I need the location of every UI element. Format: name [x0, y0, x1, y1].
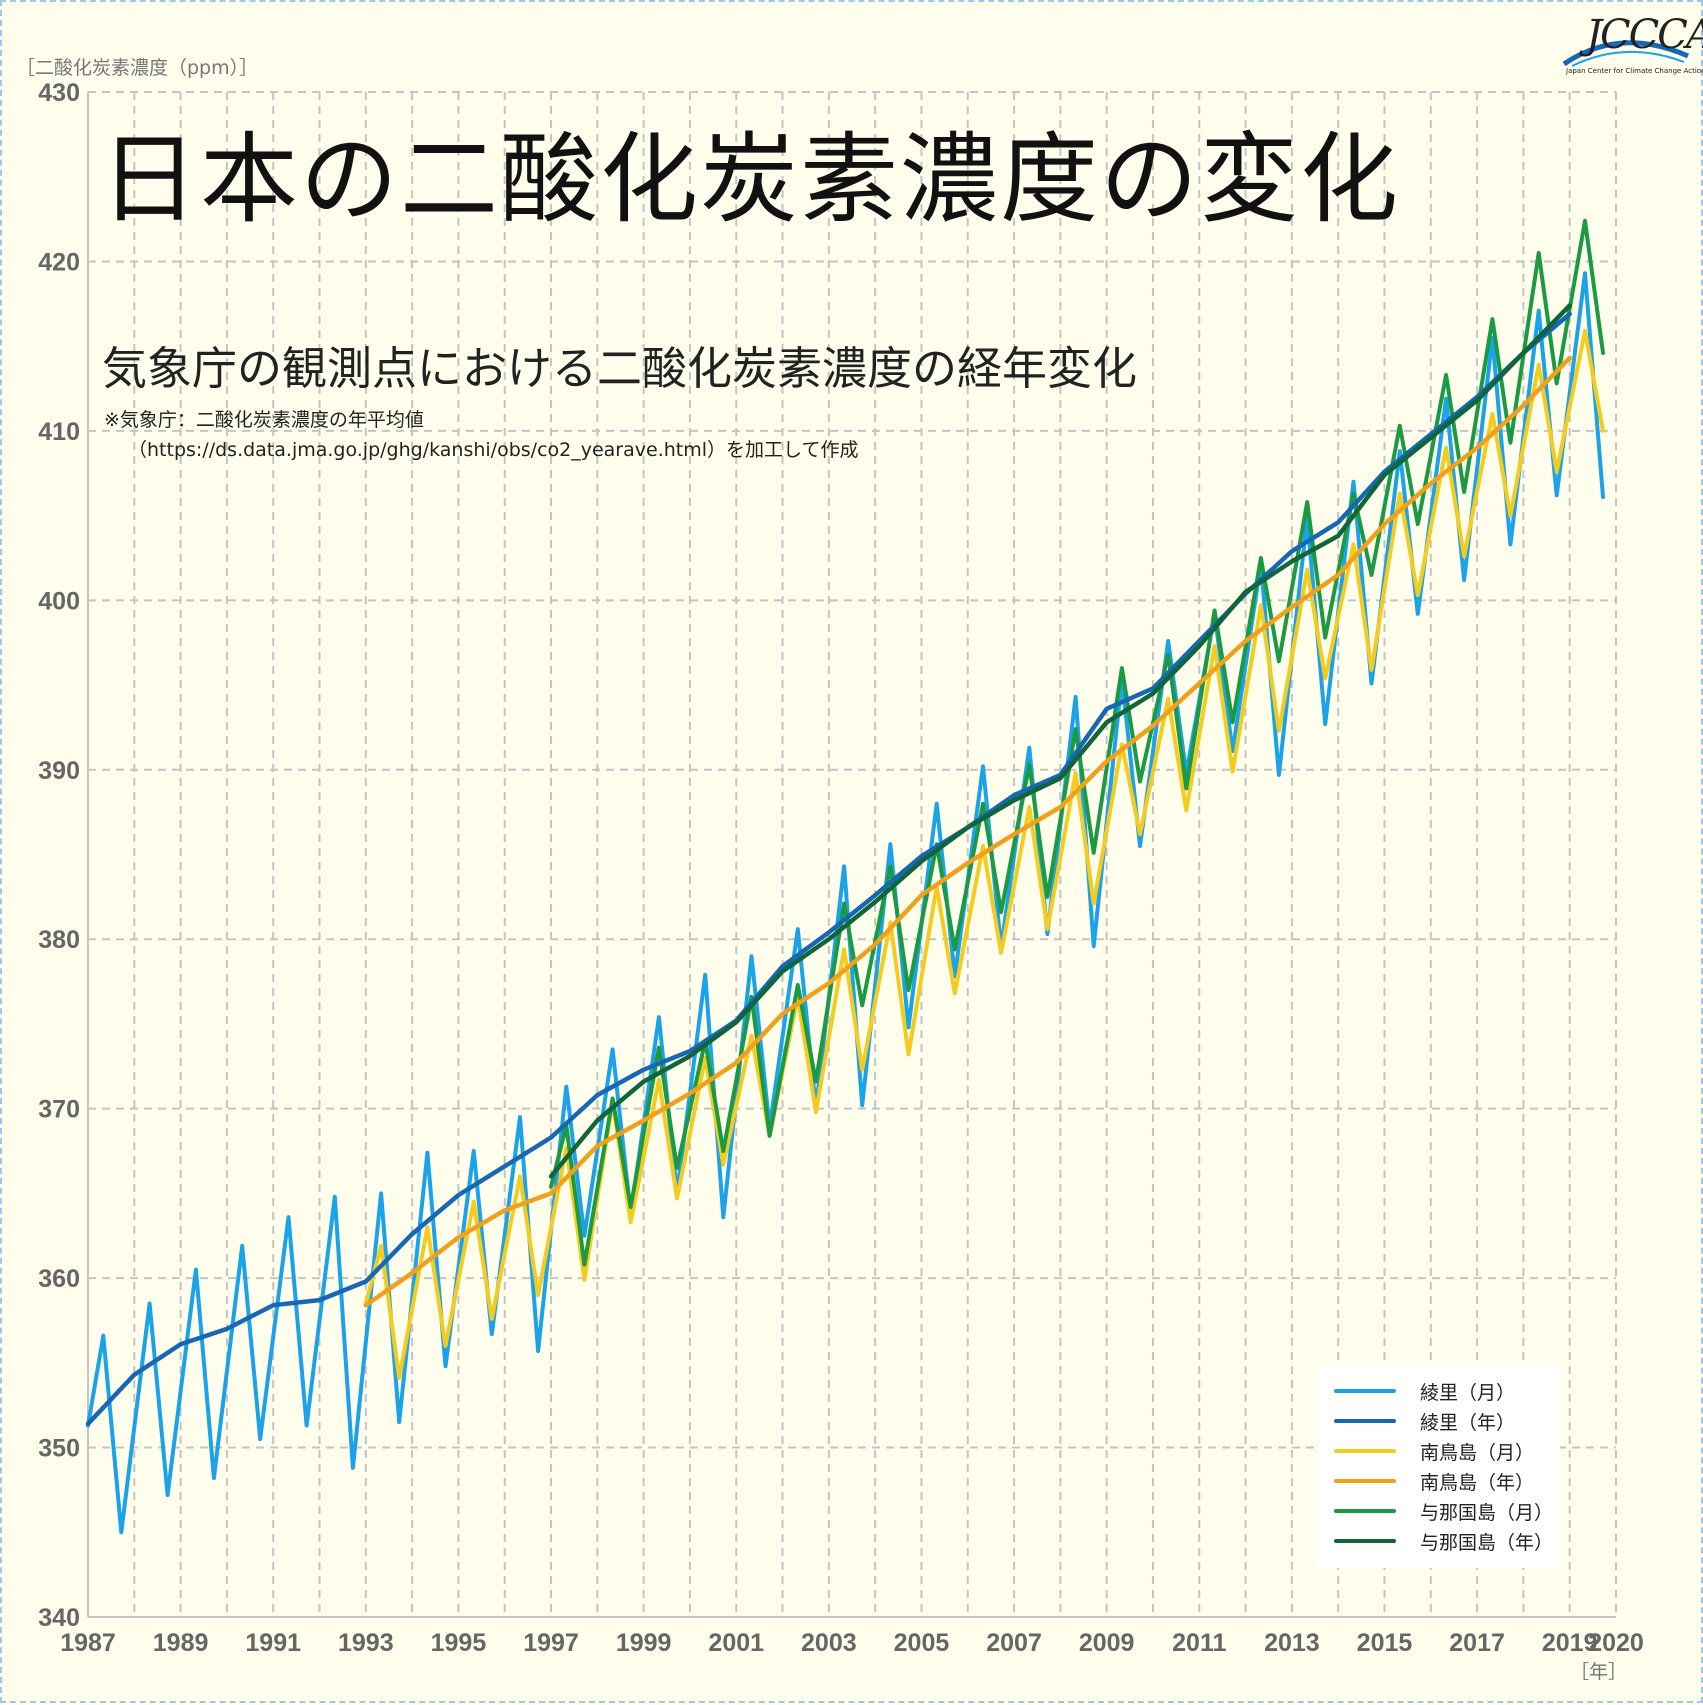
x-tick-label: 2007 [986, 1629, 1042, 1657]
legend-swatch [1334, 1509, 1396, 1513]
x-tick-label: 1989 [153, 1629, 209, 1657]
legend-label: 南鳥島（年） [1420, 1471, 1535, 1494]
legend-label: 与那国島（月） [1420, 1501, 1554, 1524]
source-note-line: ※気象庁：二酸化炭素濃度の年平均値 [104, 409, 424, 431]
legend-swatch [1334, 1449, 1396, 1453]
x-tick-label: 1997 [523, 1629, 579, 1657]
x-tick-label: 1991 [245, 1629, 301, 1657]
legend-item: 南鳥島（年） [1318, 1466, 1560, 1496]
x-tick-label: 2015 [1357, 1629, 1413, 1657]
logo-swoosh-icon [1562, 40, 1690, 67]
chart-subtitle: 気象庁の観測点における二酸化炭素濃度の経年変化 [102, 342, 1138, 395]
jccca-logo: JCCCA Japan Center for Climate Change Ac… [1560, 12, 1703, 82]
legend-label: 南鳥島（月） [1420, 1441, 1535, 1464]
legend-swatch [1334, 1479, 1396, 1483]
legend-label: 与那国島（年） [1420, 1531, 1554, 1554]
y-tick-label: 410 [38, 418, 80, 446]
series-line [363, 355, 1572, 1308]
x-tick-label: 1987 [60, 1629, 116, 1657]
y-tick-label: 380 [38, 926, 80, 954]
x-tick-label: 2020 [1588, 1629, 1644, 1657]
x-tick-label: 1995 [431, 1629, 487, 1657]
x-tick-label: 1999 [616, 1629, 672, 1657]
x-tick-label: 2009 [1079, 1629, 1135, 1657]
x-tick-label: 2019 [1542, 1629, 1598, 1657]
x-tick-label: 1993 [338, 1629, 394, 1657]
legend-swatch [1334, 1539, 1396, 1543]
series-line [85, 311, 1572, 1427]
legend-item: 綾里（月） [1318, 1376, 1560, 1406]
legend-item: 与那国島（年） [1318, 1526, 1560, 1556]
series-line [548, 303, 1572, 1179]
y-tick-label: 340 [38, 1604, 80, 1632]
source-note: ※気象庁：二酸化炭素濃度の年平均値 （https://ds.data.jma.g… [104, 405, 858, 465]
x-tick-label: 2013 [1264, 1629, 1320, 1657]
y-tick-label: 350 [38, 1435, 80, 1463]
legend-item: 南鳥島（月） [1318, 1436, 1560, 1466]
x-tick-label: 2005 [894, 1629, 950, 1657]
y-tick-label: 390 [38, 757, 80, 785]
x-tick-label: 2017 [1449, 1629, 1505, 1657]
x-axis-label: ［年］ [1570, 1661, 1628, 1683]
x-tick-label: 2001 [708, 1629, 764, 1657]
chart-legend: 綾里（月） 綾里（年） 南鳥島（月） 南鳥島（年） 与那国島（月） 与那国島（年… [1318, 1366, 1560, 1568]
y-tick-label: 360 [38, 1265, 80, 1293]
source-note-url: （https://ds.data.jma.go.jp/ghg/kanshi/ob… [128, 439, 859, 461]
series-line [549, 218, 1605, 1267]
y-tick-label: 420 [38, 248, 80, 276]
y-tick-label: 430 [38, 79, 80, 107]
y-axis-label: ［二酸化炭素濃度（ppm）］ [16, 57, 259, 79]
legend-label: 綾里（月） [1420, 1381, 1516, 1404]
legend-label: 綾里（年） [1420, 1411, 1516, 1434]
legend-swatch [1334, 1419, 1396, 1423]
logo-text: JCCCA [1586, 12, 1703, 58]
legend-swatch [1334, 1389, 1396, 1393]
series-line [86, 271, 1605, 1535]
page-title: 日本の二酸化炭素濃度の変化 [100, 123, 1401, 237]
series-line [363, 328, 1605, 1381]
x-tick-label: 2003 [801, 1629, 857, 1657]
logo-subtext: Japan Center for Climate Change Actions [1566, 67, 1703, 75]
y-tick-label: 370 [38, 1096, 80, 1124]
y-tick-label: 400 [38, 587, 80, 615]
x-tick-label: 2011 [1172, 1629, 1226, 1657]
legend-item: 与那国島（月） [1318, 1496, 1560, 1526]
legend-item: 綾里（年） [1318, 1406, 1560, 1436]
